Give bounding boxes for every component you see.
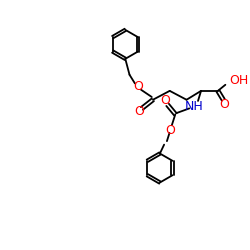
Text: OH: OH — [229, 74, 248, 87]
Text: O: O — [219, 98, 229, 111]
Text: O: O — [165, 124, 175, 137]
Text: O: O — [160, 94, 170, 107]
Text: NH: NH — [185, 100, 204, 112]
Text: O: O — [133, 80, 143, 94]
Text: O: O — [134, 106, 144, 118]
